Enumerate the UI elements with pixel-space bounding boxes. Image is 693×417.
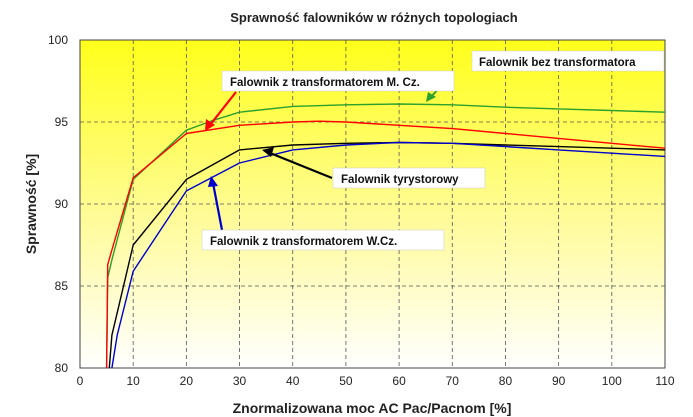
- series-line-3: [111, 141, 666, 369]
- grid: [80, 40, 665, 368]
- x-tick-label: 20: [180, 374, 194, 388]
- x-axis-ticks: 0 10 20 30 40 50 60 70 80 90 100 110: [77, 374, 675, 388]
- arrowhead-m-cz: [205, 119, 215, 131]
- annotation-arrows: [205, 73, 453, 231]
- x-axis-title: Znormalizowana moc AC Pac/Pacnom [%]: [233, 400, 512, 416]
- y-axis-title: Sprawność [%]: [23, 154, 39, 254]
- label-bez-transformatora: Falownik bez transformatora: [479, 57, 636, 69]
- x-tick-label: 100: [602, 374, 622, 388]
- x-tick-label: 60: [392, 374, 406, 388]
- series-line-1: [105, 120, 666, 369]
- label-box-w-cz: [201, 229, 445, 251]
- x-tick-label: 10: [127, 374, 141, 388]
- label-tyrystorowy: Falownik tyrystorowy: [341, 174, 459, 186]
- x-tick-label: 110: [655, 374, 674, 388]
- arrowhead-w-cz: [208, 176, 218, 187]
- series-line-2: [108, 141, 666, 369]
- x-tick-label: 40: [286, 374, 300, 388]
- y-tick-label: 80: [55, 361, 69, 375]
- x-tick-label: 70: [446, 374, 460, 388]
- x-tick-label: 90: [552, 374, 566, 388]
- x-tick-label: 30: [233, 374, 247, 388]
- x-tick-label: 80: [499, 374, 513, 388]
- plot-frame: [79, 39, 666, 369]
- label-box-bez: [471, 50, 665, 72]
- label-box-tyrystorowy: [332, 167, 486, 189]
- series-line-0: [105, 103, 666, 369]
- x-tick-label: 50: [339, 374, 353, 388]
- y-axis-ticks: 80 85 90 95 100: [48, 33, 68, 375]
- y-tick-label: 85: [55, 279, 69, 293]
- y-tick-label: 100: [48, 33, 68, 47]
- arrow-m-cz: [209, 91, 237, 126]
- label-w-cz: Falownik z transformatorem W.Cz.: [210, 236, 397, 248]
- arrow-w-cz: [211, 182, 224, 231]
- y-tick-label: 95: [55, 115, 69, 129]
- label-m-cz: Falownik z transformatorem M. Cz.: [230, 77, 420, 89]
- x-tick-label: 0: [77, 374, 84, 388]
- series-lines: [105, 103, 666, 369]
- chart-title: Sprawność falowników w różnych topologia…: [230, 10, 518, 25]
- y-tick-label: 90: [55, 197, 69, 211]
- arrow-tyrystorowy: [269, 151, 333, 180]
- arrowhead-tyrystorowy: [262, 147, 274, 157]
- arrowhead-bez-transformatora: [426, 92, 436, 102]
- label-box-m-cz: [221, 70, 455, 92]
